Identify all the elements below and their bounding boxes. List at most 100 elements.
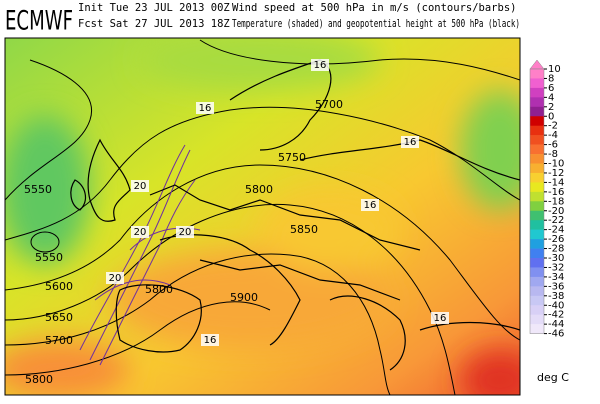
colorbar-label: -24 — [548, 225, 564, 236]
colorbar-label: -22 — [548, 215, 564, 226]
colorbar-band — [530, 116, 544, 126]
wind-label: 16 — [199, 103, 212, 114]
colorbar-label: 10 — [548, 64, 561, 75]
colorbar-band — [530, 154, 544, 164]
wind-label: 16 — [314, 60, 327, 71]
height-label: 5700 — [315, 98, 343, 111]
colorbar-band — [530, 267, 544, 278]
colorbar-band — [530, 324, 544, 334]
wind-label: 20 — [134, 227, 147, 238]
colorbar-label: 4 — [548, 92, 554, 103]
height-contours — [5, 39, 520, 395]
colorbar-band — [530, 229, 544, 240]
colorbar-band — [530, 144, 544, 155]
colorbar-label: -8 — [548, 149, 558, 160]
wind-label-box — [401, 136, 419, 148]
colorbar-label: -40 — [548, 300, 564, 311]
wind-label: 16 — [364, 200, 377, 211]
colorbar-band — [530, 248, 544, 259]
colorbar-label: -14 — [548, 177, 564, 188]
colorbar-label: -44 — [548, 319, 564, 330]
colorbar-band — [530, 87, 544, 98]
height-label: 5700 — [45, 334, 73, 347]
wind-label-box — [311, 59, 329, 71]
colorbar-band — [530, 220, 544, 230]
forecast-time: Fcst Sat 27 JUL 2013 18Z — [78, 18, 230, 30]
map: 5550 5550 5600 5650 5700 5800 5700 5750 5800 5850… — [5, 38, 520, 395]
colorbar-band — [530, 191, 544, 202]
colorbar-band — [530, 125, 544, 136]
height-labels: 5550 5550 5600 5650 5700 5800 5700 5750 5800 5850… — [24, 98, 343, 386]
colorbar-band — [530, 78, 544, 89]
height-label: 5800 — [245, 183, 273, 196]
colorbar-label: 8 — [548, 73, 554, 84]
colorbar-band — [530, 135, 544, 145]
colorbar-band — [530, 239, 544, 249]
wind-label-box — [131, 226, 149, 238]
colorbar-band — [530, 106, 544, 117]
colorbar-label: -26 — [548, 234, 564, 245]
colorbar-label: -38 — [548, 291, 564, 302]
height-label: 5650 — [45, 311, 73, 324]
height-label: 5900 — [230, 291, 258, 304]
init-time: Init Tue 23 JUL 2013 00Z — [78, 2, 230, 14]
colorbar-band — [530, 314, 544, 325]
map-frame — [4, 37, 521, 396]
colorbar-label: -2 — [548, 121, 558, 132]
height-label: 5800 — [145, 283, 173, 296]
wind-label-box — [201, 334, 219, 346]
wind-label-box — [431, 312, 449, 324]
colorbar-label: -12 — [548, 168, 564, 179]
height-label: 5850 — [290, 223, 318, 236]
colorbar-label: -4 — [548, 130, 558, 141]
colorbar-label: 0 — [548, 111, 554, 122]
height-label: 5550 — [24, 183, 52, 196]
colorbar-arrow — [529, 59, 545, 70]
colorbar-label: -20 — [548, 206, 564, 217]
colorbar-label: -18 — [548, 196, 564, 207]
wind-label-box — [176, 226, 194, 238]
colorbar-band — [530, 69, 544, 79]
colorbar-label: -32 — [548, 262, 564, 273]
colorbar-label: -46 — [548, 329, 564, 340]
height-label: 5750 — [278, 151, 306, 164]
coastlines — [70, 59, 520, 371]
wind-label-box — [106, 272, 124, 284]
colorbar-band — [530, 305, 544, 315]
colorbar-label: -16 — [548, 187, 564, 198]
colorbar-band — [530, 172, 544, 183]
wind-label-box — [196, 102, 214, 114]
colorbar-band — [530, 276, 544, 287]
colorbar: 1086420-2-4-6-8-10-12-14-16-18-20-22-24-… — [529, 59, 564, 340]
wind-label: 16 — [204, 335, 217, 346]
height-label: 5600 — [45, 280, 73, 293]
wind-label-box — [361, 199, 379, 211]
logo: ECMWF — [5, 6, 73, 37]
wind-label: 20 — [179, 227, 192, 238]
wind-label: 16 — [434, 313, 447, 324]
wind-label-box — [131, 180, 149, 192]
colorbar-band — [530, 97, 544, 108]
colorbar-band — [530, 182, 544, 193]
wind-labels: 16 16 16 20 20 20 20 16 16 16 — [106, 59, 449, 346]
colorbar-band — [530, 286, 544, 297]
colorbar-band — [530, 163, 544, 174]
height-label: 5550 — [35, 251, 63, 264]
colorbar-label: -10 — [548, 159, 564, 170]
wind-label: 20 — [109, 273, 122, 284]
colorbar-label: -30 — [548, 253, 564, 264]
colorbar-label: -34 — [548, 272, 564, 283]
colorbar-label: -28 — [548, 244, 564, 255]
colorbar-band — [530, 210, 544, 221]
wind-label: 16 — [404, 137, 417, 148]
colorbar-label: -36 — [548, 281, 564, 292]
colorbar-band — [530, 295, 544, 306]
title-temperature: Temperature (shaded) and geopotential he… — [232, 18, 520, 30]
title-wind: Wind speed at 500 hPa in m/s (contours/b… — [232, 2, 516, 14]
colorbar-label: 6 — [548, 83, 554, 94]
height-label: 5800 — [25, 373, 53, 386]
colorbar-band — [530, 201, 544, 212]
wind-label: 20 — [134, 181, 147, 192]
colorbar-band — [530, 258, 544, 268]
